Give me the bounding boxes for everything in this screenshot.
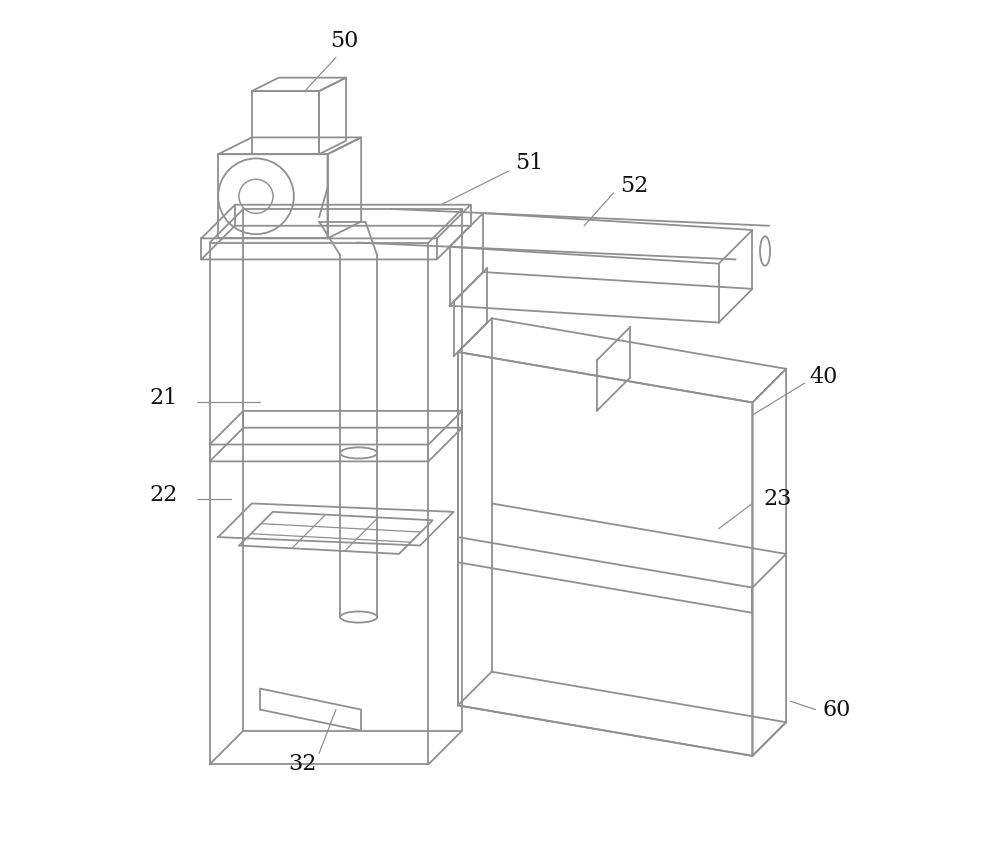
Text: 40: 40 xyxy=(810,366,838,388)
Text: 52: 52 xyxy=(621,175,649,197)
Text: 51: 51 xyxy=(515,152,544,174)
Text: 50: 50 xyxy=(330,30,359,52)
Text: 21: 21 xyxy=(149,387,178,409)
Text: 23: 23 xyxy=(763,488,792,510)
Text: 60: 60 xyxy=(822,699,851,721)
Text: 22: 22 xyxy=(149,484,178,506)
Text: 32: 32 xyxy=(288,753,316,775)
